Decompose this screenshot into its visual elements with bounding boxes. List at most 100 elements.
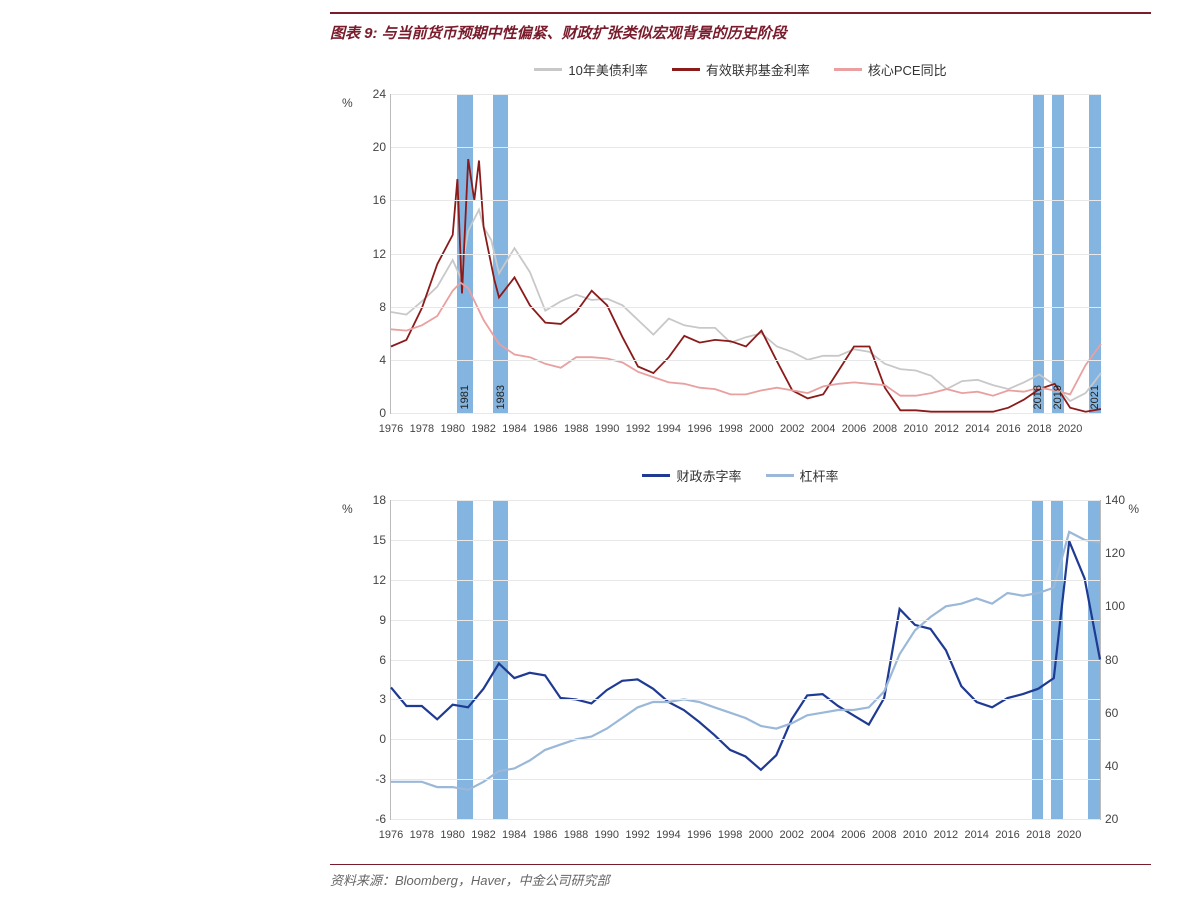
y-tick-label: 0: [341, 406, 386, 420]
series-line: [391, 541, 1100, 770]
x-tick-label: 1998: [718, 829, 742, 841]
x-tick-label: 2004: [811, 423, 835, 435]
x-tick-label: 1982: [471, 423, 495, 435]
x-tick-label: 2006: [841, 829, 865, 841]
x-tick-label: 1980: [440, 829, 464, 841]
plot-area-2: -6-3036912151820406080100120140197619781…: [390, 500, 1101, 820]
x-tick-label: 2012: [934, 423, 958, 435]
x-tick-label: 2002: [779, 829, 803, 841]
source-text: 资料来源：Bloomberg，Haver，中金公司研究部: [330, 870, 610, 889]
band-label: 1983: [495, 385, 507, 409]
x-tick-label: 2012: [934, 829, 958, 841]
plot-area-1: 0481216202419761978198019821984198619881…: [390, 94, 1101, 414]
x-tick-label: 1980: [440, 423, 464, 435]
y-tick-label: 15: [341, 533, 386, 547]
x-tick-label: 1988: [564, 829, 588, 841]
x-tick-label: 2016: [995, 829, 1019, 841]
x-tick-label: 1976: [379, 829, 403, 841]
gridline: [391, 540, 1100, 541]
legend-item: 杠杆率: [766, 466, 839, 485]
x-tick-label: 2018: [1027, 423, 1051, 435]
x-tick-label: 1998: [718, 423, 742, 435]
x-tick-label: 1984: [502, 423, 526, 435]
gridline: [391, 779, 1100, 780]
x-tick-label: 1992: [626, 423, 650, 435]
x-tick-label: 2010: [904, 423, 928, 435]
series-line: [391, 283, 1101, 396]
gridline: [391, 580, 1100, 581]
x-tick-label: 1996: [687, 829, 711, 841]
x-tick-label: 2000: [749, 423, 773, 435]
x-tick-label: 2004: [810, 829, 834, 841]
y-tick-label: -6: [341, 812, 386, 826]
x-tick-label: 2016: [996, 423, 1020, 435]
series-line: [391, 159, 1101, 412]
y-tick-label: 6: [341, 653, 386, 667]
x-tick-label: 2000: [749, 829, 773, 841]
x-tick-label: 2008: [873, 423, 897, 435]
legend-label: 核心PCE同比: [868, 60, 947, 79]
gridline: [391, 500, 1100, 501]
chart-title: 图表 9: 与当前货币预期中性偏紧、财政扩张类似宏观背景的历史阶段: [330, 22, 787, 43]
y-tick-label: 4: [341, 353, 386, 367]
legend-label: 有效联邦基金利率: [706, 60, 810, 79]
band-label: 2018: [1032, 385, 1044, 409]
x-tick-label: 1988: [564, 423, 588, 435]
gridline: [391, 739, 1100, 740]
y-tick-label: 12: [341, 247, 386, 261]
x-tick-label: 2020: [1057, 829, 1081, 841]
gridline: [391, 660, 1100, 661]
y-tick-label: 18: [341, 493, 386, 507]
y-tick-label: 12: [341, 573, 386, 587]
x-tick-label: 1994: [656, 829, 680, 841]
legend-swatch: [672, 68, 700, 71]
x-tick-label: 2014: [964, 829, 988, 841]
gridline: [391, 819, 1100, 820]
series-line: [391, 532, 1100, 790]
legend-swatch: [534, 68, 562, 71]
x-tick-label: 1990: [595, 829, 619, 841]
legend-item: 10年美债利率: [534, 60, 647, 79]
legend-swatch: [766, 474, 794, 477]
legend-label: 财政赤字率: [676, 466, 741, 485]
y-tick-label-right: 60: [1105, 706, 1145, 720]
x-tick-label: 1978: [410, 829, 434, 841]
gridline: [391, 413, 1101, 414]
legend-swatch: [642, 474, 670, 477]
gridline: [391, 360, 1101, 361]
legend-item: 财政赤字率: [642, 466, 741, 485]
legend-item: 核心PCE同比: [834, 60, 947, 79]
y-tick-label-right: 100: [1105, 599, 1145, 613]
chart-monetary: 10年美债利率有效联邦基金利率核心PCE同比 % 048121620241976…: [340, 54, 1141, 454]
x-tick-label: 1990: [595, 423, 619, 435]
gridline: [391, 307, 1101, 308]
band-label: 1981: [459, 385, 471, 409]
x-tick-label: 1986: [533, 829, 557, 841]
y-tick-label-right: 20: [1105, 812, 1145, 826]
y-tick-label: 8: [341, 300, 386, 314]
y-tick-label-right: 120: [1105, 546, 1145, 560]
gridline: [391, 699, 1100, 700]
legend-swatch: [834, 68, 862, 71]
x-tick-label: 2014: [965, 423, 989, 435]
gridline: [391, 200, 1101, 201]
legend-item: 有效联邦基金利率: [672, 60, 810, 79]
y-tick-label: 20: [341, 140, 386, 154]
x-tick-label: 2020: [1058, 423, 1082, 435]
gridline: [391, 94, 1101, 95]
x-tick-label: 2018: [1026, 829, 1050, 841]
gridline: [391, 620, 1100, 621]
x-tick-label: 1978: [410, 423, 434, 435]
x-tick-label: 2010: [903, 829, 927, 841]
legend-top: 10年美债利率 有效联邦基金利率 核心PCE同比: [340, 60, 1141, 79]
y-tick-label-right: 80: [1105, 653, 1145, 667]
x-tick-label: 1996: [687, 423, 711, 435]
x-tick-label: 1976: [379, 423, 403, 435]
y-tick-label-right: 40: [1105, 759, 1145, 773]
x-tick-label: 1982: [471, 829, 495, 841]
x-tick-label: 2006: [842, 423, 866, 435]
y-tick-label: 24: [341, 87, 386, 101]
chart-fiscal: 财政赤字率杠杆率 % % -6-303691215182040608010012…: [340, 460, 1141, 860]
x-tick-label: 1986: [533, 423, 557, 435]
y-tick-label: 0: [341, 732, 386, 746]
